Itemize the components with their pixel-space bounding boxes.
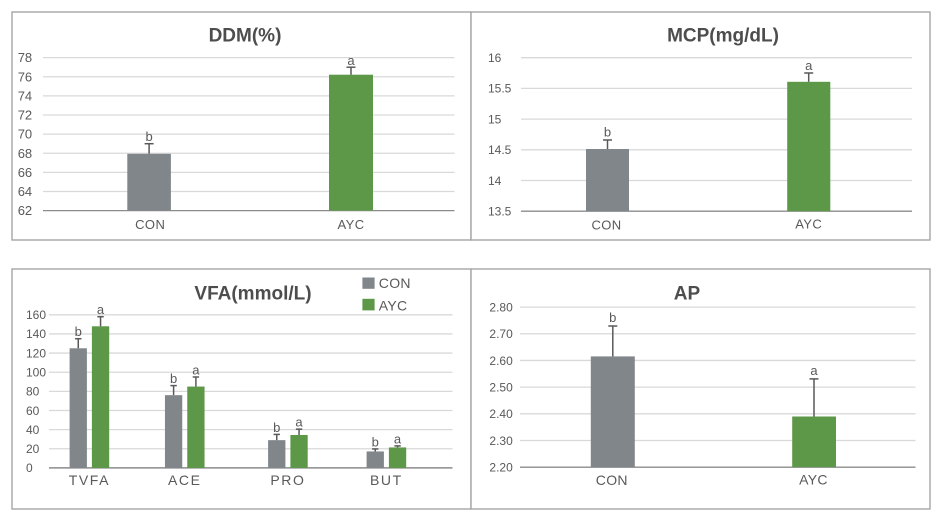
svg-text:CON: CON — [379, 275, 411, 291]
svg-text:64: 64 — [18, 184, 32, 199]
svg-text:a: a — [805, 58, 813, 73]
svg-text:66: 66 — [18, 165, 32, 180]
svg-text:2.40: 2.40 — [489, 407, 513, 421]
svg-text:62: 62 — [18, 203, 32, 218]
svg-text:AP: AP — [674, 283, 701, 304]
svg-text:a: a — [97, 302, 105, 317]
svg-text:CON: CON — [596, 472, 628, 488]
svg-text:120: 120 — [26, 346, 46, 360]
svg-text:b: b — [372, 434, 379, 449]
svg-text:2.20: 2.20 — [489, 460, 513, 474]
svg-text:68: 68 — [18, 146, 32, 161]
svg-text:VFA(mmol/L): VFA(mmol/L) — [194, 283, 311, 304]
svg-text:a: a — [394, 431, 402, 446]
svg-text:15.5: 15.5 — [488, 82, 512, 96]
svg-text:2.30: 2.30 — [489, 434, 513, 448]
svg-text:72: 72 — [18, 108, 32, 123]
svg-text:BUT: BUT — [370, 472, 403, 488]
svg-text:76: 76 — [18, 69, 32, 84]
svg-text:b: b — [609, 310, 616, 325]
svg-text:60: 60 — [26, 404, 40, 418]
svg-text:b: b — [273, 420, 280, 435]
svg-text:a: a — [810, 363, 818, 378]
svg-text:15: 15 — [488, 112, 502, 126]
svg-text:40: 40 — [26, 423, 40, 437]
svg-text:a: a — [192, 362, 200, 377]
svg-text:AYC: AYC — [799, 472, 828, 488]
svg-text:AYC: AYC — [338, 217, 365, 232]
svg-text:b: b — [75, 324, 82, 339]
svg-text:MCP(mg/dL): MCP(mg/dL) — [667, 26, 779, 47]
svg-text:0: 0 — [26, 461, 33, 475]
svg-text:2.80: 2.80 — [489, 300, 513, 314]
svg-text:DDM(%): DDM(%) — [209, 26, 282, 47]
svg-text:2.50: 2.50 — [489, 380, 513, 394]
svg-text:TVFA: TVFA — [69, 472, 110, 488]
svg-text:PRO: PRO — [270, 472, 305, 488]
svg-text:160: 160 — [26, 308, 46, 322]
svg-text:CON: CON — [135, 217, 165, 232]
svg-text:AYC: AYC — [379, 297, 408, 313]
svg-text:140: 140 — [26, 327, 46, 341]
svg-text:70: 70 — [18, 127, 32, 142]
svg-text:a: a — [295, 415, 303, 430]
svg-text:14: 14 — [488, 174, 502, 188]
svg-text:a: a — [347, 53, 355, 68]
svg-text:78: 78 — [18, 50, 32, 65]
svg-text:2.60: 2.60 — [489, 354, 513, 368]
svg-text:AYC: AYC — [795, 217, 822, 232]
svg-text:13.5: 13.5 — [488, 205, 512, 219]
svg-text:b: b — [145, 129, 152, 144]
svg-text:b: b — [604, 124, 611, 139]
svg-text:14.5: 14.5 — [488, 143, 512, 157]
svg-text:80: 80 — [26, 385, 40, 399]
svg-text:b: b — [170, 371, 177, 386]
svg-text:2.70: 2.70 — [489, 327, 513, 341]
svg-text:16: 16 — [488, 51, 502, 65]
svg-text:ACE: ACE — [168, 472, 202, 488]
svg-text:100: 100 — [26, 366, 46, 380]
svg-text:CON: CON — [591, 218, 621, 233]
svg-text:74: 74 — [18, 88, 32, 103]
svg-text:20: 20 — [26, 442, 40, 456]
